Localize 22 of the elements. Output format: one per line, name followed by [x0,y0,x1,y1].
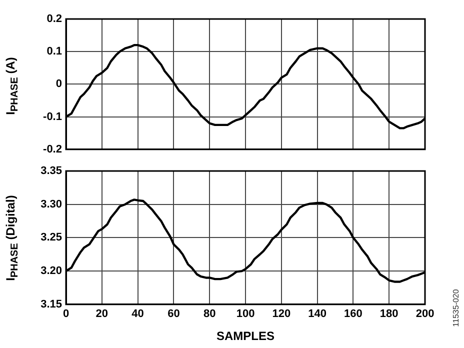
y-tick-label: 0.1 [46,46,62,58]
y-tick-label: 3.30 [40,198,62,210]
text: 11535-020 [452,289,460,327]
y-tick-label: 3.25 [40,232,62,244]
x-tick-label: 100 [236,308,255,320]
x-tick-label: 160 [344,308,362,320]
x-tick-label: 40 [132,308,144,320]
x-tick-label: 140 [308,308,326,320]
y-tick-label: 3.15 [40,298,62,310]
y-tick-label: -0.1 [43,110,62,123]
x-axis-title: SAMPLES [216,329,275,344]
y-tick-label: 0.2 [46,13,62,26]
x-tick-label: 200 [416,308,434,320]
x-tick-label: 20 [96,308,108,320]
x-tick-label: 180 [380,308,398,320]
x-tick-label: 120 [272,308,291,320]
y-tick-label: 3.20 [40,265,62,278]
x-tick-label: 80 [203,308,216,320]
y-tick-label: 0 [56,78,62,90]
y-tick-label: -0.2 [43,143,62,156]
y-tick-label: 3.35 [40,165,62,178]
x-tick-label: 60 [168,308,180,320]
